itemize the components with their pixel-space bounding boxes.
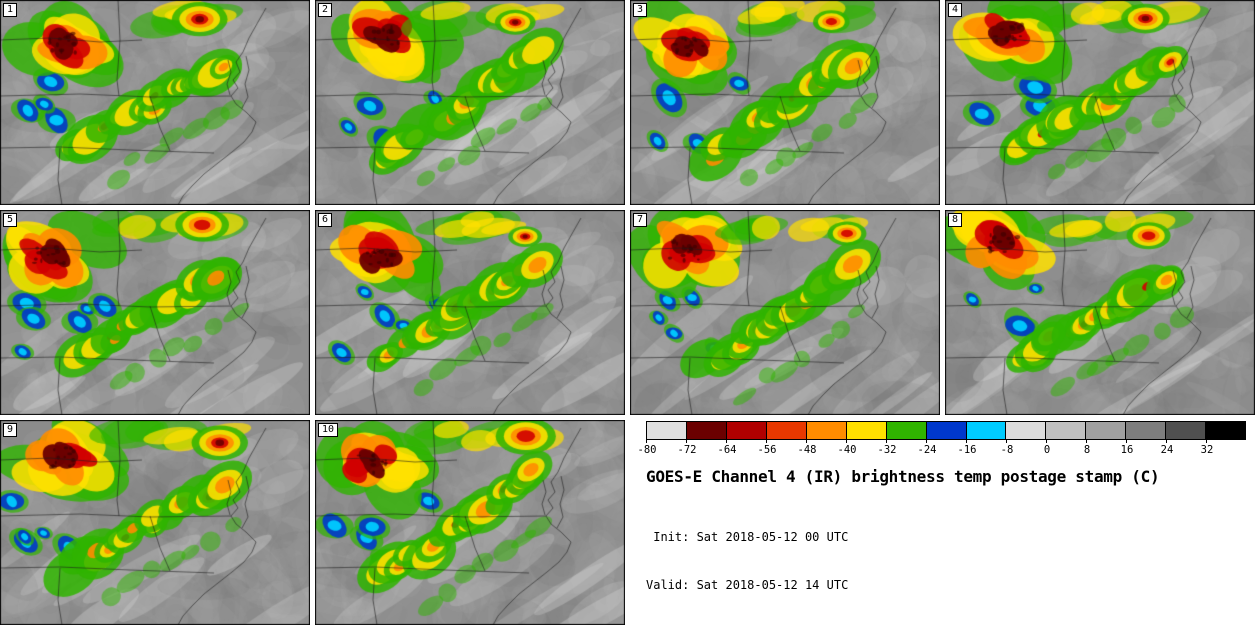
ensemble-member-panel: 2 — [315, 0, 625, 205]
colorbar-tick-label: -8 — [1000, 444, 1014, 456]
colorbar-ticks: -80 -72 -64 -56 -48 -40 -32 -24 -16 -8 0 8 16 24 32 — [638, 440, 1252, 456]
ir-satellite-map — [630, 0, 940, 205]
colorbar-segment — [1166, 422, 1207, 439]
ir-satellite-map — [315, 210, 625, 415]
panel-number-label: 9 — [3, 423, 18, 437]
ir-satellite-map — [0, 420, 310, 625]
colorbar-tickmark — [1126, 440, 1127, 443]
colorbar-segment — [1006, 422, 1047, 439]
colorbar-tickmark — [1006, 440, 1007, 443]
colorbar-tick-label: -80 — [637, 444, 657, 456]
product-title: GOES-E Channel 4 (IR) brightness temp po… — [646, 467, 1160, 486]
legend-area: -80 -72 -64 -56 -48 -40 -32 -24 -16 -8 0 8 16 24 32 GO… — [638, 421, 1252, 627]
colorbar-segment — [846, 422, 887, 439]
panel-number-label: 10 — [318, 423, 339, 437]
ir-satellite-map — [0, 210, 310, 415]
ensemble-member-panel: 6 — [315, 210, 625, 415]
panel-number-label: 2 — [318, 3, 333, 17]
colorbar-tick-label: 32 — [1200, 444, 1214, 456]
colorbar-segment — [926, 422, 967, 439]
panel-number-label: 8 — [948, 213, 963, 227]
colorbar-tickmark — [1046, 440, 1047, 443]
colorbar-segment — [1046, 422, 1087, 439]
ir-satellite-map — [630, 210, 940, 415]
panel-number-label: 6 — [318, 213, 333, 227]
colorbar-tickmark — [846, 440, 847, 443]
colorbar-segment — [726, 422, 767, 439]
ir-satellite-map — [0, 0, 310, 205]
ensemble-member-panel: 4 — [945, 0, 1255, 205]
init-time: Init: Sat 2018-05-12 00 UTC — [646, 530, 849, 544]
panel-number-label: 1 — [3, 3, 18, 17]
ensemble-member-panel: 7 — [630, 210, 940, 415]
colorbar-tick-label: 0 — [1043, 444, 1051, 456]
ensemble-member-panel: 8 — [945, 210, 1255, 415]
panel-number-label: 3 — [633, 3, 648, 17]
ir-satellite-map — [315, 420, 625, 625]
ensemble-member-panel: 10 — [315, 420, 625, 625]
ensemble-member-panel: 5 — [0, 210, 310, 415]
colorbar-segment — [886, 422, 927, 439]
ensemble-member-panel: 3 — [630, 0, 940, 205]
colorbar-tick-label: -56 — [757, 444, 777, 456]
colorbar-segment — [1206, 422, 1246, 439]
colorbar-tick-label: 24 — [1160, 444, 1174, 456]
colorbar — [646, 421, 1246, 440]
panel-number-label: 4 — [948, 3, 963, 17]
colorbar-tickmark — [886, 440, 887, 443]
panel-number-label: 5 — [3, 213, 18, 227]
colorbar-tickmark — [1086, 440, 1087, 443]
time-info: Init: Sat 2018-05-12 00 UTC Valid: Sat 2… — [646, 497, 1252, 625]
colorbar-segment — [686, 422, 727, 439]
colorbar-tickmark — [766, 440, 767, 443]
colorbar-segment — [647, 422, 687, 439]
colorbar-tickmark — [806, 440, 807, 443]
colorbar-tickmark — [646, 440, 647, 443]
ir-satellite-map — [945, 0, 1255, 205]
colorbar-segment — [1086, 422, 1127, 439]
colorbar-tick-label: -48 — [797, 444, 817, 456]
valid-time: Valid: Sat 2018-05-12 14 UTC — [646, 578, 849, 592]
colorbar-tick-label: -40 — [837, 444, 857, 456]
ensemble-member-panel: 9 — [0, 420, 310, 625]
ir-satellite-map — [945, 210, 1255, 415]
colorbar-tickmark — [926, 440, 927, 443]
colorbar-segment — [966, 422, 1007, 439]
colorbar-tickmark — [686, 440, 687, 443]
colorbar-tickmark — [1206, 440, 1207, 443]
colorbar-segment — [766, 422, 807, 439]
colorbar-tick-label: -24 — [917, 444, 937, 456]
colorbar-tick-label: 8 — [1083, 444, 1091, 456]
colorbar-tickmark — [966, 440, 967, 443]
colorbar-tickmark — [726, 440, 727, 443]
colorbar-tickmark — [1166, 440, 1167, 443]
ensemble-member-panel: 1 — [0, 0, 310, 205]
colorbar-tick-label: -64 — [717, 444, 737, 456]
colorbar-segment — [1126, 422, 1167, 439]
colorbar-segment — [806, 422, 847, 439]
panel-number-label: 7 — [633, 213, 648, 227]
colorbar-tick-label: -32 — [877, 444, 897, 456]
colorbar-tick-label: -16 — [957, 444, 977, 456]
colorbar-tick-label: 16 — [1120, 444, 1134, 456]
colorbar-tick-label: -72 — [677, 444, 697, 456]
ir-satellite-map — [315, 0, 625, 205]
